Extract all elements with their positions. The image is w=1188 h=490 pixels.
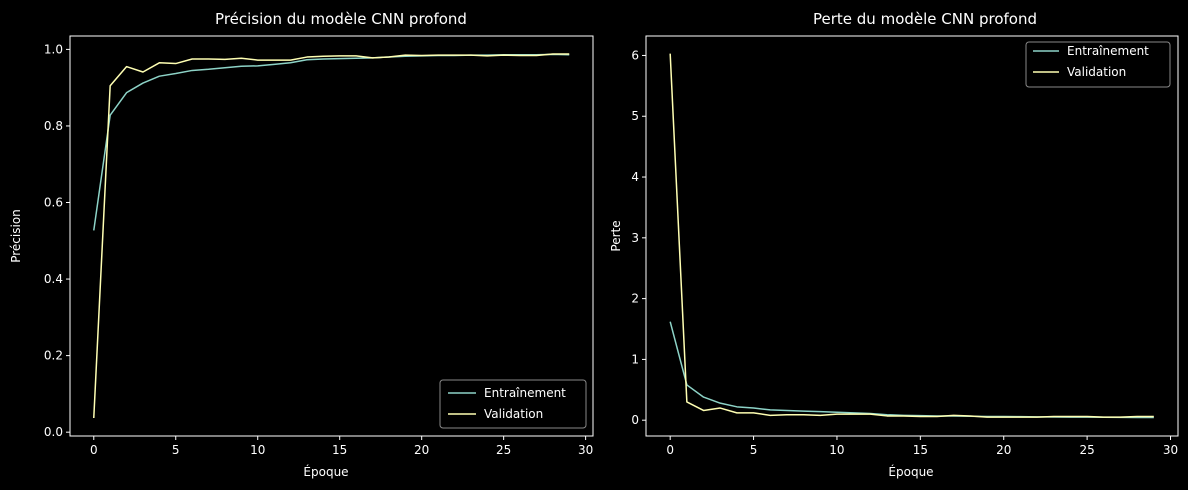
accuracy-series-lines	[93, 53, 570, 419]
accuracy-series-validation-line	[93, 53, 570, 419]
loss-plot-frame	[645, 35, 1179, 437]
loss-x-tick-label: 5	[750, 443, 758, 457]
accuracy-legend-validation-label: Validation	[484, 407, 543, 421]
loss-y-tick-label: 2	[631, 292, 639, 306]
loss-y-tick-label: 6	[631, 48, 639, 62]
accuracy-y-axis-label: Précision	[9, 209, 23, 263]
loss-y-tick-label: 4	[631, 170, 639, 184]
accuracy-x-tick-label: 5	[172, 443, 180, 457]
loss-legend: Entraînement Validation	[1025, 41, 1171, 88]
accuracy-legend-box	[439, 379, 587, 429]
accuracy-y-tick-label: 0.4	[44, 272, 63, 286]
loss-x-axis-label: Époque	[888, 464, 933, 479]
loss-legend-train-label: Entraînement	[1067, 44, 1149, 58]
loss-x-tick-label: 20	[996, 443, 1011, 457]
accuracy-x-tick-label: 15	[332, 443, 347, 457]
loss-y-tick-label: 3	[631, 231, 639, 245]
accuracy-y-tick-label: 0.0	[44, 425, 63, 439]
loss-ticks: 0 5 10 15 20 25 30 0 1 2 3 4 5 6	[631, 48, 1178, 457]
loss-legend-validation-label: Validation	[1067, 65, 1126, 79]
accuracy-plot-frame	[69, 35, 594, 437]
accuracy-y-tick-label: 1.0	[44, 42, 63, 56]
accuracy-x-tick-label: 30	[578, 443, 593, 457]
accuracy-chart-title: Précision du modèle CNN profond	[215, 10, 467, 28]
accuracy-x-tick-label: 20	[414, 443, 429, 457]
accuracy-y-tick-label: 0.2	[44, 349, 63, 363]
accuracy-x-tick-label: 25	[496, 443, 511, 457]
loss-y-axis-label: Perte	[609, 220, 623, 251]
accuracy-x-axis-label: Époque	[303, 464, 348, 479]
accuracy-legend: Entraînement Validation	[439, 379, 587, 429]
loss-chart: Perte du modèle CNN profond Époque Perte…	[609, 10, 1179, 479]
loss-chart-title: Perte du modèle CNN profond	[813, 10, 1037, 28]
accuracy-x-tick-label: 10	[250, 443, 265, 457]
accuracy-chart: Précision du modèle CNN profond Époque P…	[9, 10, 594, 479]
loss-x-tick-label: 15	[913, 443, 928, 457]
accuracy-legend-train-label: Entraînement	[484, 386, 566, 400]
accuracy-y-tick-label: 0.8	[44, 119, 63, 133]
accuracy-x-tick-label: 0	[90, 443, 98, 457]
accuracy-y-tick-label: 0.6	[44, 196, 63, 210]
loss-y-tick-label: 5	[631, 109, 639, 123]
loss-x-tick-label: 0	[666, 443, 674, 457]
loss-x-tick-label: 25	[1079, 443, 1094, 457]
loss-x-tick-label: 30	[1163, 443, 1178, 457]
loss-series-lines	[669, 53, 1154, 419]
loss-y-tick-label: 0	[631, 413, 639, 427]
loss-y-tick-label: 1	[631, 352, 639, 366]
loss-legend-box	[1025, 41, 1171, 88]
loss-x-tick-label: 10	[829, 443, 844, 457]
accuracy-ticks: 0 5 10 15 20 25 30 0.0 0.2 0.4 0.6 0.8 1.0	[44, 42, 593, 457]
loss-series-validation-line	[669, 53, 1154, 418]
